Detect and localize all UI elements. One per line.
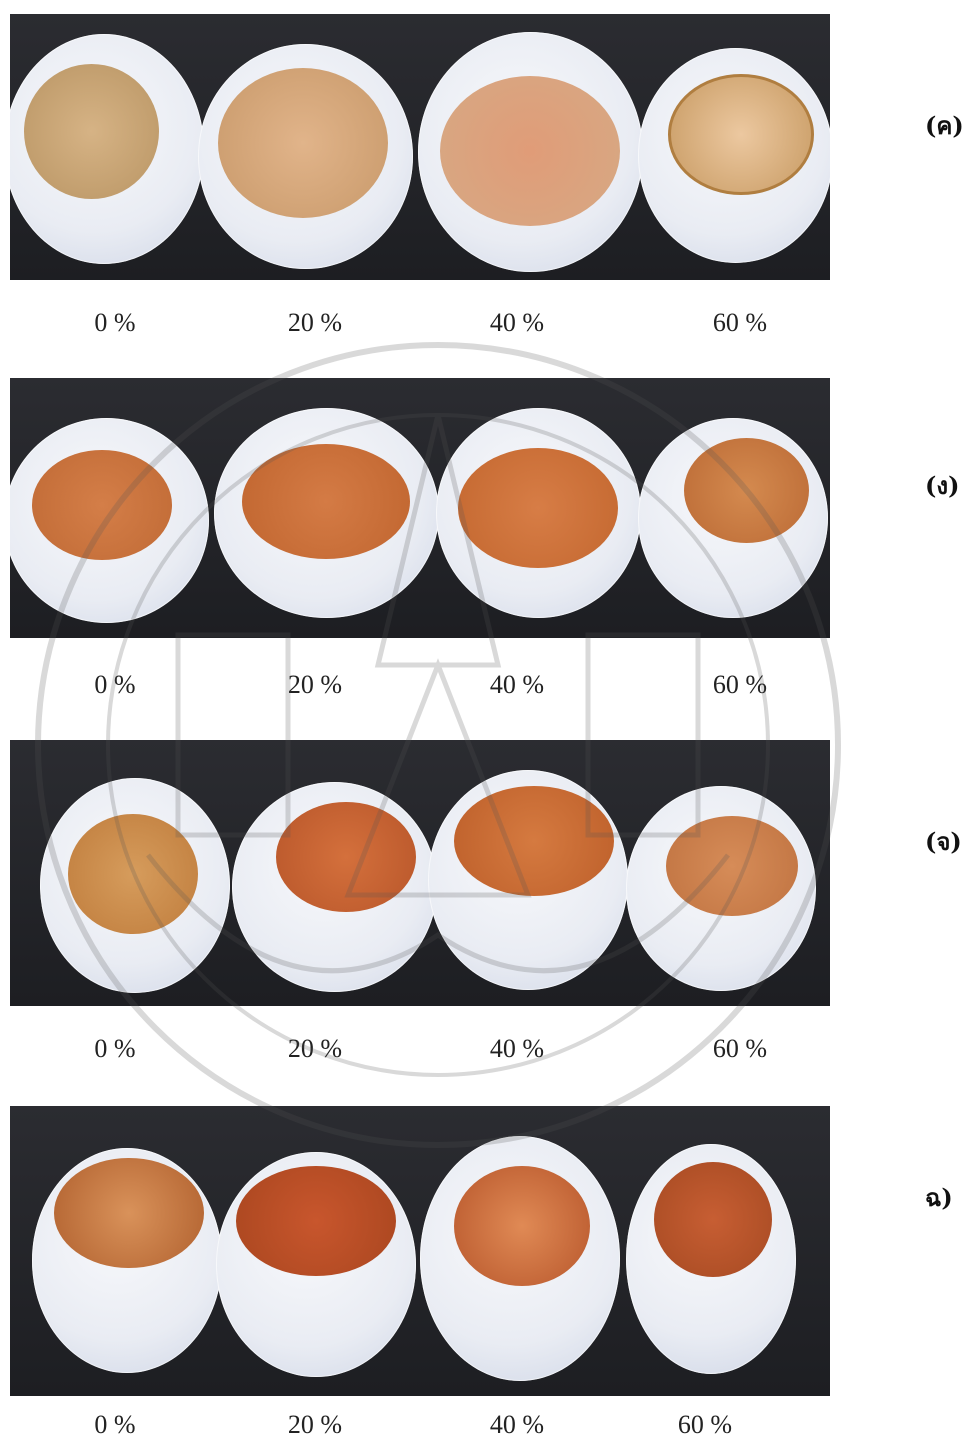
percent-label: 20 %: [287, 1034, 343, 1063]
percent-label: 60 %: [677, 1410, 733, 1439]
percent-label: 60 %: [712, 670, 768, 699]
egg-photo-row-3: [10, 740, 830, 1006]
egg-60-percent: [626, 786, 816, 991]
percent-label: 40 %: [489, 1034, 545, 1063]
percent-label: 0 %: [94, 1410, 136, 1439]
egg-40-percent: [420, 1136, 620, 1381]
percent-label: 40 %: [489, 308, 545, 337]
row-label: (ง): [925, 471, 960, 500]
egg-60-percent: [638, 418, 828, 618]
egg-20-percent: [198, 44, 413, 269]
row-label: ฉ): [925, 1183, 953, 1212]
percent-label: 0 %: [94, 670, 136, 699]
percent-labels-row-3: 0 % 20 % 40 % 60 %: [0, 1034, 966, 1074]
egg-0-percent: [32, 1148, 222, 1373]
egg-60-percent: [626, 1144, 796, 1374]
percent-label: 20 %: [287, 1410, 343, 1439]
percent-label: 20 %: [287, 670, 343, 699]
row-label: (ค): [925, 111, 964, 140]
egg-40-percent: [428, 770, 628, 990]
percent-label: 60 %: [712, 308, 768, 337]
percent-label: 40 %: [489, 1410, 545, 1439]
egg-photo-row-4: [10, 1106, 830, 1396]
egg-0-percent: [10, 34, 204, 264]
egg-20-percent: [216, 1152, 416, 1377]
egg-0-percent: [40, 778, 230, 993]
egg-20-percent: [214, 408, 439, 618]
egg-60-percent: [638, 48, 830, 263]
row-label: (จ): [925, 827, 962, 856]
egg-40-percent: [418, 32, 643, 272]
egg-photo-row-1: [10, 14, 830, 280]
egg-40-percent: [436, 408, 641, 618]
percent-label: 0 %: [94, 1034, 136, 1063]
egg-20-percent: [232, 782, 437, 992]
egg-photo-row-2: [10, 378, 830, 638]
percent-label: 60 %: [712, 1034, 768, 1063]
percent-labels-row-1: 0 % 20 % 40 % 60 %: [0, 308, 966, 348]
percent-label: 0 %: [94, 308, 136, 337]
percent-label: 40 %: [489, 670, 545, 699]
percent-labels-row-4: 0 % 20 % 40 % 60 %: [0, 1410, 966, 1450]
percent-labels-row-2: 0 % 20 % 40 % 60 %: [0, 670, 966, 710]
percent-label: 20 %: [287, 308, 343, 337]
egg-0-percent: [10, 418, 209, 623]
